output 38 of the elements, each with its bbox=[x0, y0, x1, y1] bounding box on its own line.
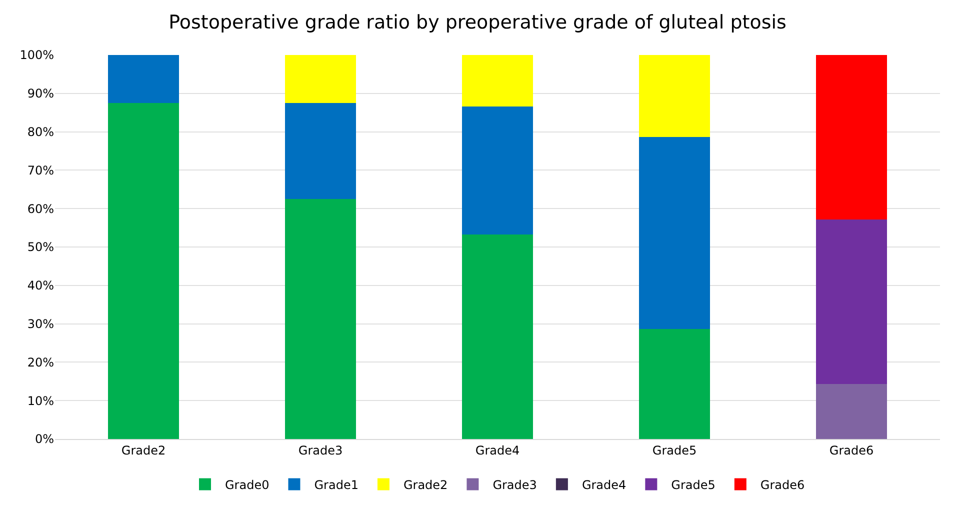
bar bbox=[285, 103, 356, 199]
y-tick-label: 20% bbox=[27, 355, 54, 370]
legend-label: Grade1 bbox=[314, 478, 358, 492]
y-tick-label: 100% bbox=[20, 48, 54, 62]
legend-label: Grade5 bbox=[671, 478, 716, 492]
bar bbox=[639, 329, 710, 439]
bar bbox=[285, 199, 356, 439]
x-tick-label: Grade2 bbox=[121, 443, 166, 458]
y-tick-label: 50% bbox=[27, 240, 54, 254]
legend-label: Grade6 bbox=[760, 478, 805, 492]
y-tick-label: 80% bbox=[27, 125, 54, 139]
y-tick-label: 40% bbox=[27, 278, 54, 293]
bar bbox=[462, 55, 533, 106]
bar bbox=[462, 106, 533, 234]
y-tick-label: 70% bbox=[27, 163, 54, 178]
bar bbox=[639, 55, 710, 138]
x-tick-label: Grade6 bbox=[829, 443, 874, 458]
x-tick-label: Grade5 bbox=[652, 443, 697, 458]
y-tick-label: 10% bbox=[27, 394, 54, 408]
y-tick-label: 0% bbox=[34, 432, 54, 446]
bar bbox=[462, 234, 533, 439]
y-tick-label: 30% bbox=[27, 317, 54, 331]
bar bbox=[816, 220, 887, 384]
bar bbox=[816, 384, 887, 439]
legend-label: Grade4 bbox=[582, 478, 626, 492]
bar bbox=[816, 55, 887, 220]
x-tick-label: Grade3 bbox=[298, 443, 343, 458]
bar bbox=[639, 137, 710, 330]
legend-label: Grade0 bbox=[225, 478, 270, 492]
x-tick-label: Grade4 bbox=[475, 443, 520, 458]
y-tick-label: 60% bbox=[27, 202, 54, 216]
chart-title: Postoperative grade ratio by preoperative grade of gluteal ptosis bbox=[168, 12, 786, 34]
legend-label: Grade2 bbox=[403, 478, 448, 492]
legend-label: Grade3 bbox=[492, 478, 537, 492]
bar bbox=[108, 55, 179, 103]
bar bbox=[108, 103, 179, 439]
y-tick-label: 90% bbox=[27, 86, 54, 101]
bar bbox=[285, 55, 356, 103]
